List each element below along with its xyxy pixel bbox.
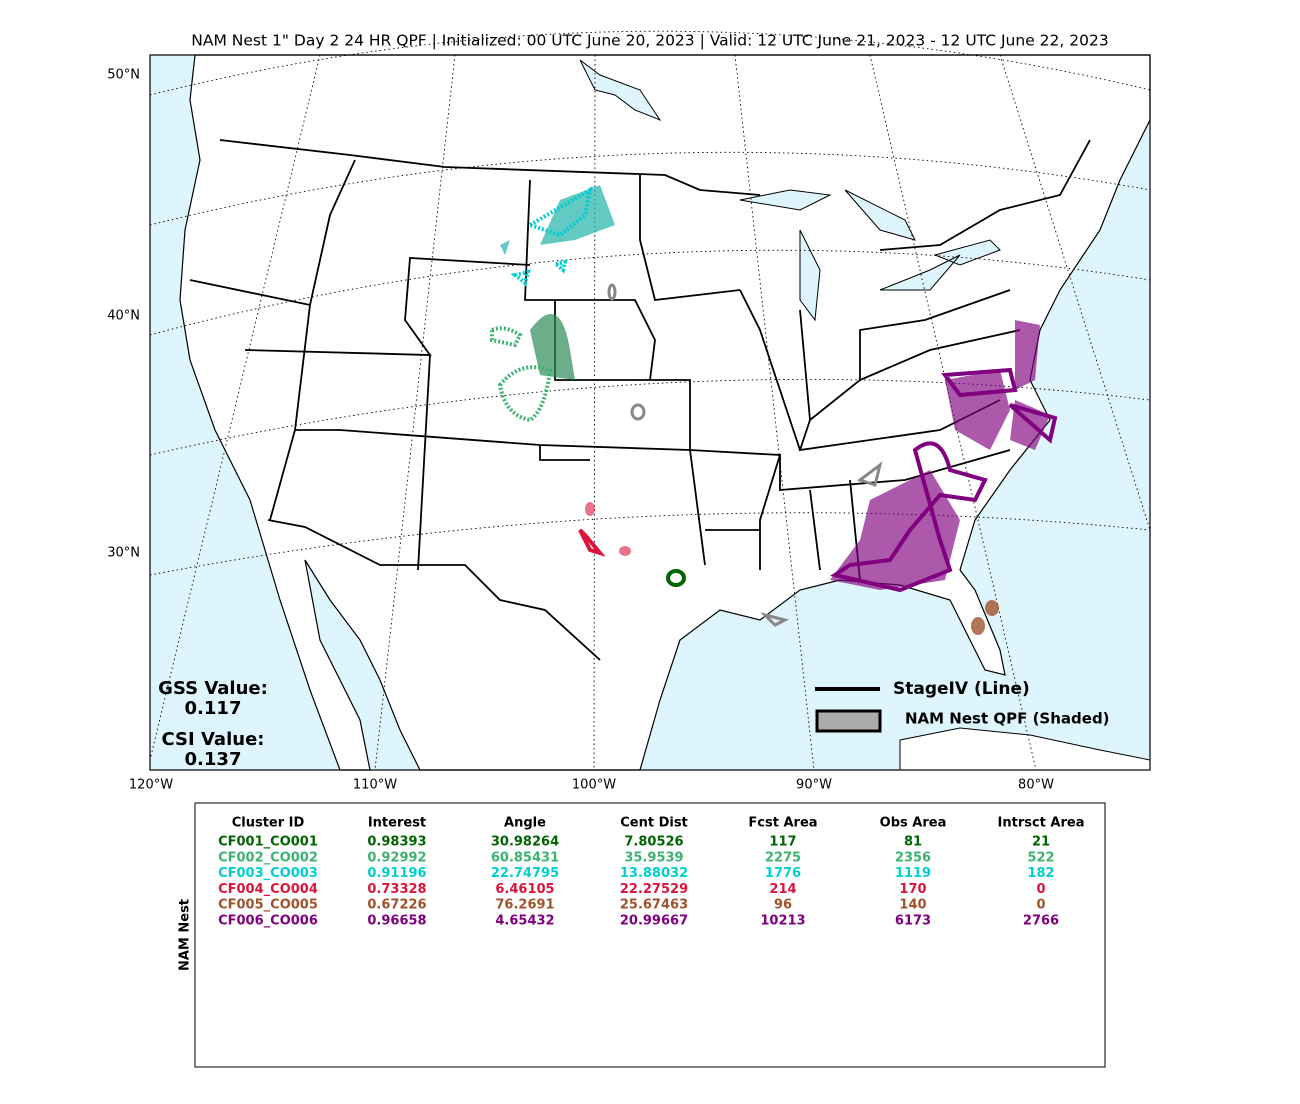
table-cell: 96 — [774, 898, 792, 913]
lat-label: 40°N — [107, 309, 140, 324]
table-cell: 21 — [1032, 835, 1050, 850]
table-header: Angle — [504, 816, 546, 831]
lon-label: 80°W — [1018, 778, 1054, 793]
table-cell: 182 — [1027, 866, 1054, 881]
table-cell: 117 — [769, 835, 796, 850]
score-label: GSS Value: — [158, 678, 268, 699]
table-cell: 7.80526 — [624, 835, 683, 850]
table-cell: 20.99667 — [620, 914, 688, 929]
table-cell: CF006_CO006 — [218, 914, 318, 929]
table-cell: 76.2691 — [495, 898, 554, 913]
table-cell: CF004_CO004 — [218, 882, 318, 897]
lakes — [579, 59, 1001, 322]
table-cell: 2356 — [895, 850, 931, 865]
score-value: 0.137 — [185, 749, 242, 770]
table-cell: 1119 — [895, 866, 931, 881]
table-header: Cent Dist — [620, 816, 688, 831]
table-cell: 0.96658 — [367, 914, 426, 929]
table-cell: 1776 — [765, 866, 801, 881]
legend-label: StageIV (Line) — [893, 679, 1030, 699]
map-frame — [149, 54, 1151, 771]
table-header: Obs Area — [880, 816, 947, 831]
map: StageIV (Line) NAM Nest QPF (Shaded) GSS… — [149, 30, 1151, 771]
lat-label: 30°N — [107, 546, 140, 561]
table-cell: 4.65432 — [495, 914, 554, 929]
table-cell: 22.74795 — [491, 866, 559, 881]
table-cell: 0.92992 — [367, 850, 426, 865]
table-cell: 522 — [1027, 850, 1054, 865]
table-header: Fcst Area — [748, 816, 817, 831]
lon-label: 110°W — [353, 778, 397, 793]
table-cell: 2275 — [765, 850, 801, 865]
borders — [189, 139, 1091, 661]
table-cell: 22.27529 — [620, 882, 688, 897]
table-cell: 214 — [769, 882, 796, 897]
legend-swatch — [815, 709, 882, 733]
table-cell: 2766 — [1023, 914, 1059, 929]
table-cell: 60.85431 — [491, 850, 559, 865]
clusters — [490, 185, 1058, 635]
table-side-label: NAM Nest — [178, 899, 193, 971]
table-cell: 0 — [1036, 898, 1045, 913]
table-cell: CF003_CO003 — [218, 866, 318, 881]
score-label: CSI Value: — [162, 729, 265, 750]
table-cell: 25.67463 — [620, 898, 688, 913]
table-cell: 170 — [899, 882, 926, 897]
lat-label: 50°N — [107, 68, 140, 83]
table-cell: 13.88032 — [620, 866, 688, 881]
lon-label: 100°W — [572, 778, 616, 793]
legend-label: NAM Nest QPF (Shaded) — [905, 710, 1110, 728]
table-cell: 6173 — [895, 914, 931, 929]
table-cell: 0 — [1036, 882, 1045, 897]
table-cell: CF005_CO005 — [218, 898, 318, 913]
table-cell: 30.98264 — [491, 835, 559, 850]
table-cell: 6.46105 — [495, 882, 554, 897]
table-header: Interest — [368, 816, 426, 831]
table-cell: 140 — [899, 898, 926, 913]
table-cell: 0.98393 — [367, 835, 426, 850]
table-cell: 10213 — [760, 914, 805, 929]
table-header: Cluster ID — [232, 816, 305, 831]
table-cell: 0.73328 — [367, 882, 426, 897]
table-cell: 0.67226 — [367, 898, 426, 913]
title: NAM Nest 1" Day 2 24 HR QPF | Initialize… — [191, 32, 1108, 50]
table-cell: 81 — [904, 835, 922, 850]
table-cell: 0.91196 — [367, 866, 426, 881]
table-frame — [194, 802, 1106, 1068]
table-cell: 35.9539 — [624, 850, 683, 865]
score-value: 0.117 — [185, 698, 242, 719]
table-cell: CF002_CO002 — [218, 850, 318, 865]
lon-label: 90°W — [796, 778, 832, 793]
lon-label: 120°W — [129, 778, 173, 793]
table-header: Intrsct Area — [998, 816, 1085, 831]
table-cell: CF001_CO001 — [218, 835, 318, 850]
